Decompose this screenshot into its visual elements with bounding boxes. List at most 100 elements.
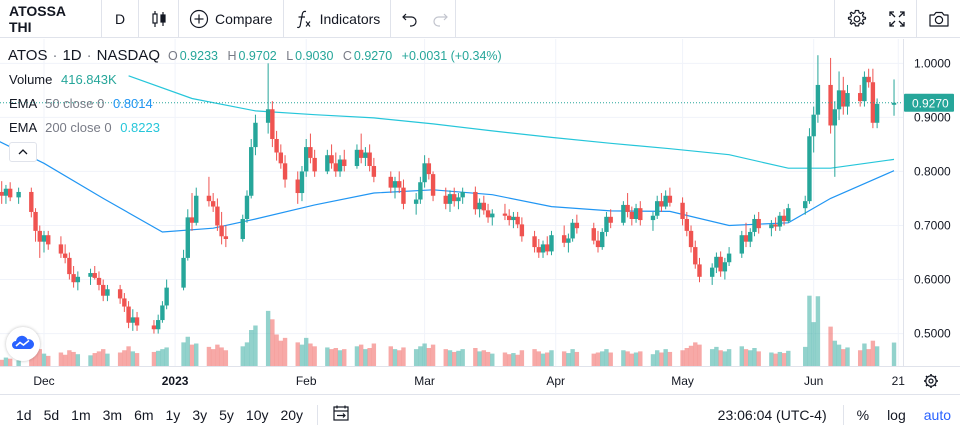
candle-body xyxy=(0,191,4,196)
volume-bar xyxy=(777,351,783,366)
snapshot-button[interactable] xyxy=(916,0,960,38)
volume-bar xyxy=(595,352,601,366)
range-button-5y[interactable]: 5y xyxy=(219,406,234,423)
candle xyxy=(815,55,821,123)
compare-button[interactable]: Compare xyxy=(179,0,284,38)
chart-canvas[interactable] xyxy=(0,39,903,366)
candle xyxy=(667,187,673,207)
interval-button[interactable]: D xyxy=(102,0,139,38)
candle xyxy=(655,195,660,219)
time-axis[interactable]: Dec 2023 Feb Mar Apr May Jun 21 xyxy=(0,366,960,395)
indicators-button[interactable]: Indicators xyxy=(284,0,392,38)
candle-body xyxy=(870,82,876,123)
percent-scale-toggle[interactable]: % xyxy=(856,406,870,423)
candle xyxy=(519,217,525,242)
volume-bar xyxy=(870,340,876,366)
candle xyxy=(308,133,313,164)
ema50-line xyxy=(0,141,895,233)
cloud-chart-icon xyxy=(11,334,35,355)
time-tick-label: 2023 xyxy=(162,374,189,388)
volume-bar xyxy=(600,351,605,366)
candle xyxy=(684,211,690,237)
candle-body xyxy=(278,152,284,164)
price-axis[interactable]: 1.0000 0.9000 0.8000 0.7000 0.6000 0.5000 0.92… xyxy=(903,39,960,366)
symbol-search-button[interactable]: ATOSSA THI xyxy=(0,0,102,38)
log-scale-toggle[interactable]: log xyxy=(887,406,906,423)
candle xyxy=(105,284,110,302)
volume-bar xyxy=(629,353,635,366)
candle-body xyxy=(828,84,833,126)
range-button-3m[interactable]: 3m xyxy=(102,406,123,423)
auto-scale-toggle[interactable]: auto xyxy=(923,406,951,423)
candle xyxy=(714,252,719,274)
candle-body xyxy=(215,206,220,226)
candle xyxy=(604,211,609,237)
date-range-button[interactable] xyxy=(326,404,356,425)
volume-bar xyxy=(367,348,372,366)
volume-bar xyxy=(41,353,47,366)
legend-collapse-button[interactable] xyxy=(9,142,37,162)
range-button-5d[interactable]: 5d xyxy=(43,406,60,423)
ema50-legend-row[interactable]: EMA 50 close 0 0.8014 xyxy=(9,96,153,111)
range-button-1m[interactable]: 1m xyxy=(71,406,91,423)
candle-body xyxy=(540,244,546,253)
settings-button[interactable] xyxy=(834,0,878,38)
ema200-legend-row[interactable]: EMA 200 close 0 0.8223 xyxy=(9,120,160,135)
fullscreen-button[interactable] xyxy=(878,0,916,38)
candle-body xyxy=(303,147,309,172)
close-value: 0.9270 xyxy=(353,49,393,63)
candle-body xyxy=(295,179,300,194)
timezone-clock[interactable]: 23:06:04 (UTC-4) xyxy=(717,406,827,423)
candle xyxy=(693,240,698,269)
ema50-label: EMA xyxy=(9,96,37,111)
candle-body xyxy=(815,84,821,115)
candle-body xyxy=(270,109,275,139)
ohlc-values: O 0.9233 H 0.9702 L 0.9030 C 0.9270 +0.0031 … xyxy=(168,49,502,63)
open-value: 0.9233 xyxy=(179,49,218,63)
candle xyxy=(67,252,72,280)
volume-bar xyxy=(722,351,728,366)
volume-bar xyxy=(718,350,723,366)
volume-legend-row[interactable]: Volume 416.843K xyxy=(9,72,117,87)
candle xyxy=(3,184,9,204)
volume-bar xyxy=(37,349,42,366)
candle-body xyxy=(811,114,816,137)
candle xyxy=(185,209,190,261)
undo-button[interactable] xyxy=(391,0,425,38)
candle xyxy=(591,222,596,245)
chart-pane[interactable] xyxy=(0,39,903,366)
volume-bar xyxy=(502,352,508,366)
volume-bar xyxy=(828,326,833,366)
volume-bar xyxy=(566,353,571,366)
volume-bar xyxy=(430,344,436,366)
candle xyxy=(561,225,567,248)
candle xyxy=(726,247,732,267)
candle xyxy=(709,263,715,285)
candle-body xyxy=(426,163,432,175)
candle xyxy=(650,211,656,231)
candle xyxy=(718,251,723,277)
candle-body xyxy=(515,216,520,225)
volume-bar xyxy=(67,350,72,366)
tradingview-logo[interactable] xyxy=(6,327,40,361)
candle-body xyxy=(16,191,21,198)
range-button-1d[interactable]: 1d xyxy=(16,406,32,423)
range-button-10y[interactable]: 10y xyxy=(245,406,269,423)
axis-settings-gear-icon[interactable] xyxy=(924,374,938,388)
range-button-20y[interactable]: 20y xyxy=(280,406,304,423)
volume-bar xyxy=(561,351,567,366)
volume-bar xyxy=(401,347,406,366)
range-button-1y[interactable]: 1y xyxy=(165,406,181,423)
chart-type-button[interactable] xyxy=(139,0,179,38)
volume-bar xyxy=(312,346,317,366)
ema50-value: 0.8014 xyxy=(112,96,153,111)
volume-bar xyxy=(748,350,753,366)
candle xyxy=(413,193,419,215)
candle-body xyxy=(249,147,254,196)
redo-button[interactable] xyxy=(425,0,457,38)
candle xyxy=(460,187,465,204)
range-button-3y[interactable]: 3y xyxy=(192,406,208,423)
volume-bar xyxy=(0,359,4,366)
range-button-6m[interactable]: 6m xyxy=(134,406,154,423)
volume-bar xyxy=(426,348,432,366)
